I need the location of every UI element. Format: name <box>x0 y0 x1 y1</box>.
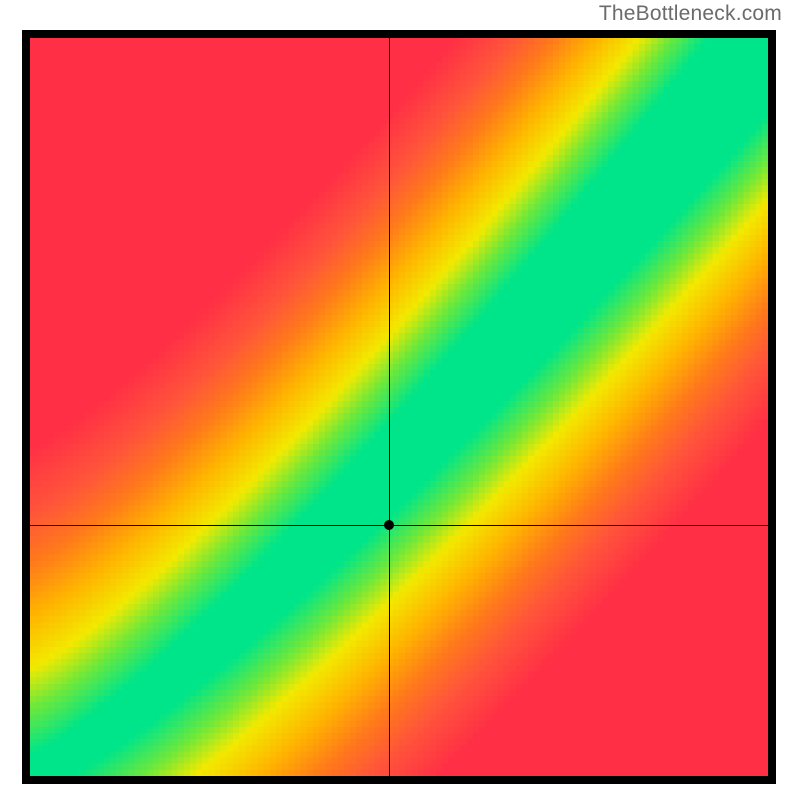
chart-outer-frame <box>22 30 776 784</box>
crosshair-marker-dot <box>384 520 394 530</box>
crosshair-vertical-line <box>389 38 390 776</box>
heatmap-plot-area <box>30 38 768 776</box>
heatmap-canvas <box>30 38 768 776</box>
crosshair-horizontal-line <box>30 525 768 526</box>
watermark-text: TheBottleneck.com <box>599 2 782 26</box>
